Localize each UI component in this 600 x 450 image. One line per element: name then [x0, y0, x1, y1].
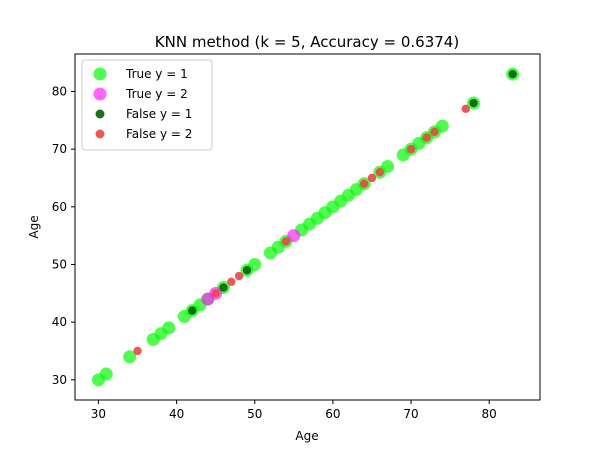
- data-point: [123, 350, 137, 364]
- x-tick-label: 50: [247, 407, 262, 421]
- x-tick-label: 70: [403, 407, 418, 421]
- legend-label: False y = 2: [126, 127, 192, 141]
- legend-box: [81, 59, 213, 151]
- y-tick-label: 80: [52, 84, 67, 98]
- data-point: [359, 179, 369, 188]
- legend-marker: [93, 87, 107, 101]
- x-axis-label: Age: [295, 429, 318, 443]
- y-tick-label: 40: [52, 315, 67, 329]
- data-point: [99, 367, 113, 381]
- legend-marker: [95, 129, 105, 139]
- data-point: [508, 69, 517, 79]
- x-tick-label: 80: [482, 407, 497, 421]
- data-point: [162, 321, 176, 335]
- data-point: [367, 173, 377, 183]
- legend: True y = 1 True y = 2 False y = 1 False y =…: [81, 59, 213, 151]
- legend-label: False y = 1: [126, 107, 192, 121]
- x-tick-label: 40: [169, 407, 184, 421]
- data-point: [227, 277, 236, 286]
- legend-label: True y = 1: [125, 67, 188, 81]
- y-axis-label: Age: [27, 215, 41, 238]
- series-3: [188, 69, 517, 315]
- data-point: [248, 257, 262, 271]
- y-tick-label: 50: [52, 257, 67, 271]
- data-point: [435, 119, 449, 133]
- series-4: [133, 104, 470, 356]
- data-point: [242, 266, 252, 275]
- y-tick-label: 70: [52, 142, 67, 156]
- data-point: [188, 306, 197, 315]
- data-point: [281, 237, 291, 246]
- data-point: [469, 98, 478, 108]
- data-point: [381, 159, 395, 173]
- data-point: [430, 127, 439, 137]
- chart-title: KNN method (k = 5, Accuracy = 0.6374): [155, 33, 459, 51]
- data-point: [234, 271, 244, 281]
- data-point: [406, 144, 416, 154]
- points-layer: [91, 67, 520, 387]
- legend-label: True y = 2: [125, 87, 188, 101]
- x-tick-label: 60: [325, 407, 340, 421]
- y-tick-label: 60: [52, 200, 67, 214]
- x-tick-label: 30: [91, 407, 106, 421]
- y-axis: 30 40 50 60 70 80: [52, 84, 75, 387]
- y-tick-label: 30: [52, 373, 67, 387]
- data-point: [422, 133, 431, 142]
- plot-frame: [74, 53, 541, 401]
- data-point: [461, 104, 470, 113]
- legend-marker: [93, 67, 107, 81]
- legend-marker: [95, 109, 105, 119]
- x-axis: 30 40 50 60 70 80: [91, 400, 497, 421]
- data-point: [375, 168, 384, 177]
- data-point: [211, 289, 220, 298]
- data-point: [287, 229, 301, 243]
- data-point: [133, 346, 142, 356]
- data-point: [219, 283, 228, 292]
